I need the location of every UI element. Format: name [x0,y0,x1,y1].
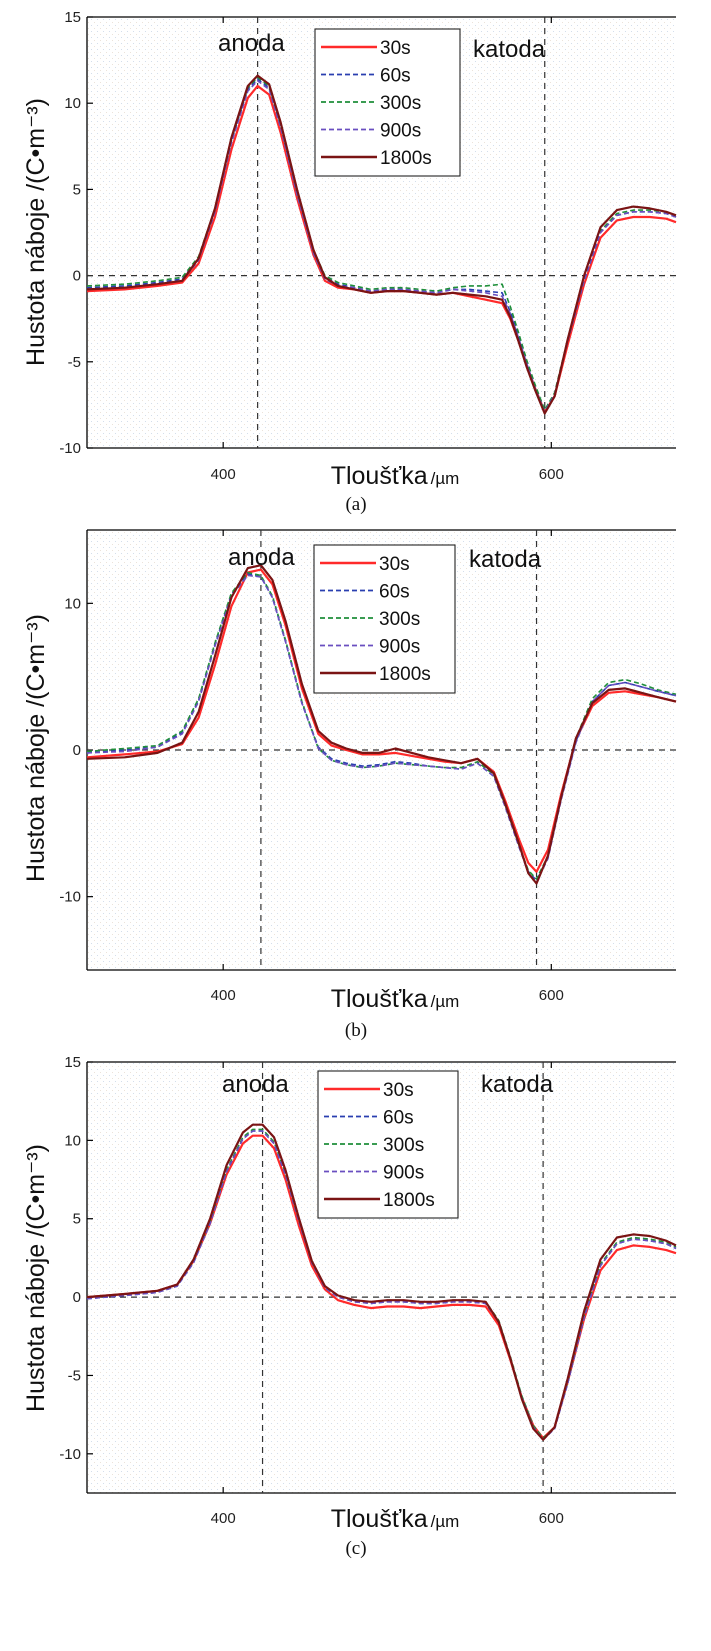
legend-label: 1800s [383,1190,435,1211]
legend-label: 1800s [380,148,432,169]
x-tick-label: 600 [539,987,564,1004]
y-tick-label: -10 [59,889,81,906]
legend-label: 60s [379,582,410,603]
legend-label: 900s [383,1163,424,1184]
y-tick-label: -5 [68,354,81,371]
y-axis-title: Hustota náboje /(C•m⁻³) [22,1144,50,1412]
y-tick-label: 5 [73,1211,81,1228]
cathode-annotation: katoda [473,36,546,63]
legend-label: 300s [380,93,421,114]
y-tick-label: 0 [73,1289,81,1306]
panel-label: (b) [345,1020,367,1041]
legend-label: 300s [379,609,420,630]
y-tick-label: 15 [64,9,81,26]
panel-label: (a) [345,494,366,515]
cathode-annotation: katoda [469,546,542,573]
legend-box [313,544,456,694]
series-line-900s [86,1130,677,1441]
x-axis-title: Tloušťka/µm [331,462,460,490]
series-line-1800s [86,1123,677,1441]
x-tick-label: 400 [211,1510,236,1527]
legend-label: 1800s [379,664,431,685]
x-axis-unit: /µm [431,992,460,1011]
legend-label: 900s [379,637,420,658]
x-tick-label: 400 [211,987,236,1004]
panel-label: (c) [345,1538,366,1559]
y-tick-label: -5 [68,1367,81,1384]
legend-label: 30s [380,38,411,59]
x-tick-label: 600 [539,1510,564,1527]
legend-label: 30s [383,1080,414,1101]
y-tick-label: 10 [64,95,81,112]
y-tick-label: 15 [64,1054,81,1071]
anode-annotation: anoda [222,1071,289,1098]
y-tick-label: 0 [73,742,81,759]
legend-label: 900s [380,121,421,142]
y-tick-label: 10 [64,595,81,612]
x-tick-label: 600 [539,466,564,483]
chart-panel-3: -10 -5 0 5 10 15 400 600 anoda katoda 30s 60s 300s 90… [22,1054,677,1559]
legend-label: 60s [380,66,411,87]
x-axis-title: Tloušťka/µm [331,985,460,1013]
legend-label: 30s [379,554,410,575]
x-axis-title: Tloušťka/µm [331,1505,460,1533]
legend-label: 300s [383,1135,424,1156]
series-line-1800s [86,564,677,885]
cathode-annotation: katoda [481,1071,554,1098]
anode-annotation: anoda [228,544,295,571]
chart-panel-2: -10 0 10 400 600 anoda katoda 30s 60s 300s 900s 180… [22,529,677,1041]
y-axis-title: Hustota náboje /(C•m⁻³) [22,98,50,366]
y-tick-label: 10 [64,1132,81,1149]
y-tick-label: 5 [73,181,81,198]
y-axis-title: Hustota náboje /(C•m⁻³) [22,614,50,882]
anode-annotation: anoda [218,30,285,57]
y-tick-label: 0 [73,268,81,285]
x-axis-title-text: Tloušťka [331,985,428,1013]
y-tick-label: -10 [59,440,81,457]
x-axis-unit: /µm [431,469,460,488]
legend-label: 60s [383,1108,414,1129]
y-tick-label: -10 [59,1446,81,1463]
x-axis-title-text: Tloušťka [331,462,428,490]
x-axis-unit: /µm [431,1512,460,1531]
x-axis-title-text: Tloušťka [331,1505,428,1533]
x-tick-label: 400 [211,466,236,483]
chart-panel-1: -10 -5 0 5 10 15 400 600 anoda katoda 30s 60s 300s 90… [22,9,677,515]
series-line-1800s [86,74,677,415]
